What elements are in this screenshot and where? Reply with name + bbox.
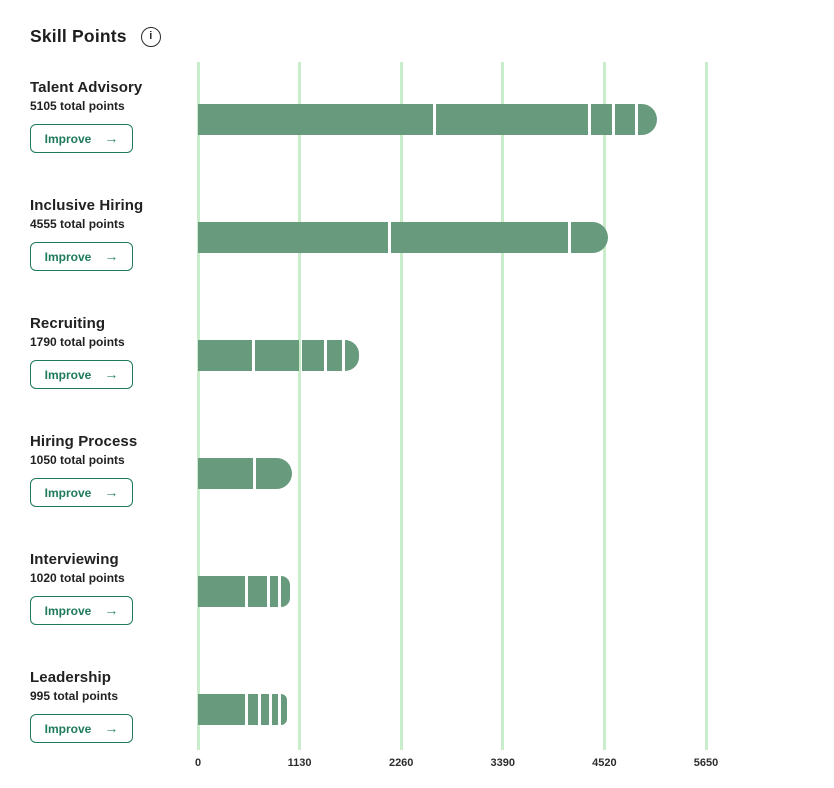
gridline xyxy=(399,62,403,750)
bar-segment[interactable] xyxy=(255,340,300,371)
info-icon[interactable]: i xyxy=(140,26,161,47)
improve-button-label: Improve xyxy=(44,485,92,500)
chart-gridlines xyxy=(196,62,708,750)
bar-segment[interactable] xyxy=(614,104,636,135)
bar-segment[interactable] xyxy=(570,222,608,253)
gridline xyxy=(501,62,505,750)
skill-row: Hiring Process 1050 total points Improve… xyxy=(0,430,834,548)
gridline xyxy=(602,62,606,750)
skill-bar xyxy=(198,576,290,607)
skill-name: Interviewing xyxy=(30,551,119,568)
bar-segment[interactable] xyxy=(391,222,568,253)
improve-button-label: Improve xyxy=(44,249,92,264)
skill-row: Inclusive Hiring 4555 total points Impro… xyxy=(0,194,834,312)
improve-button-label: Improve xyxy=(44,721,92,736)
bar-segment[interactable] xyxy=(260,694,270,725)
axis-tick-label: 1130 xyxy=(287,757,312,769)
skill-total-points: 1050 total points xyxy=(30,453,125,467)
improve-button[interactable]: Improve → xyxy=(30,714,133,743)
bar-segment[interactable] xyxy=(281,694,288,725)
bar-segment[interactable] xyxy=(198,104,433,135)
page-title: Skill Points xyxy=(30,26,127,46)
skill-total-points: 4555 total points xyxy=(30,217,125,231)
gridline xyxy=(298,62,302,750)
bar-segment[interactable] xyxy=(302,340,324,371)
skill-total-points: 1790 total points xyxy=(30,335,125,349)
arrow-right-icon: → xyxy=(104,601,119,618)
skill-name: Hiring Process xyxy=(30,433,138,450)
axis-tick-label: 4520 xyxy=(592,757,617,769)
axis-tick-label: 2260 xyxy=(388,757,414,769)
improve-button-label: Improve xyxy=(44,603,92,618)
bar-segment[interactable] xyxy=(638,104,657,135)
bar-segment[interactable] xyxy=(198,458,253,489)
bar-segment[interactable] xyxy=(326,340,342,371)
axis-tick-label: 5650 xyxy=(693,757,719,769)
bar-segment[interactable] xyxy=(272,694,278,725)
gridline xyxy=(196,62,200,750)
bar-segment[interactable] xyxy=(280,576,290,607)
improve-button[interactable]: Improve → xyxy=(30,242,133,271)
skill-row: Leadership 995 total points Improve → xyxy=(0,666,834,784)
improve-button-label: Improve xyxy=(44,367,92,382)
bar-segment[interactable] xyxy=(198,340,253,371)
skill-name: Recruiting xyxy=(30,315,106,332)
bar-segment[interactable] xyxy=(255,458,293,489)
gridline xyxy=(704,62,708,750)
improve-button[interactable]: Improve → xyxy=(30,124,133,153)
bar-segment[interactable] xyxy=(590,104,612,135)
skill-row: Recruiting 1790 total points Improve → xyxy=(0,312,834,430)
skill-name: Talent Advisory xyxy=(30,79,143,96)
improve-button[interactable]: Improve → xyxy=(30,360,133,389)
skill-name: Leadership xyxy=(30,669,112,686)
skill-total-points: 5105 total points xyxy=(30,99,125,113)
bar-segment[interactable] xyxy=(198,694,246,725)
bar-segment[interactable] xyxy=(248,694,258,725)
skill-bar xyxy=(198,104,657,135)
bar-segment[interactable] xyxy=(198,222,389,253)
skill-row: Interviewing 1020 total points Improve → xyxy=(0,548,834,666)
bar-segment[interactable] xyxy=(344,340,359,371)
arrow-right-icon: → xyxy=(104,247,119,264)
axis-tick-label: 3390 xyxy=(490,757,516,769)
bar-segment[interactable] xyxy=(247,576,268,607)
skill-bar xyxy=(198,694,288,725)
axis-tick-label: 0 xyxy=(194,757,202,769)
skill-row: Talent Advisory 5105 total points Improv… xyxy=(0,76,834,194)
bar-segment[interactable] xyxy=(198,576,245,607)
skill-bar xyxy=(198,222,608,253)
improve-button[interactable]: Improve → xyxy=(30,596,133,625)
arrow-right-icon: → xyxy=(104,719,119,736)
bar-segment[interactable] xyxy=(435,104,588,135)
arrow-right-icon: → xyxy=(104,365,119,382)
bar-segment[interactable] xyxy=(270,576,278,607)
skill-total-points: 1020 total points xyxy=(30,571,125,585)
skill-total-points: 995 total points xyxy=(30,689,119,703)
skill-bar xyxy=(198,458,293,489)
arrow-right-icon: → xyxy=(104,483,119,500)
x-axis: 0 1130 2260 3390 4520 5650 xyxy=(194,757,718,773)
arrow-right-icon: → xyxy=(104,129,119,146)
skill-bar xyxy=(198,340,359,371)
header: Skill Points i xyxy=(30,26,161,47)
improve-button-label: Improve xyxy=(44,131,92,146)
improve-button[interactable]: Improve → xyxy=(30,478,133,507)
skill-name: Inclusive Hiring xyxy=(30,197,144,214)
